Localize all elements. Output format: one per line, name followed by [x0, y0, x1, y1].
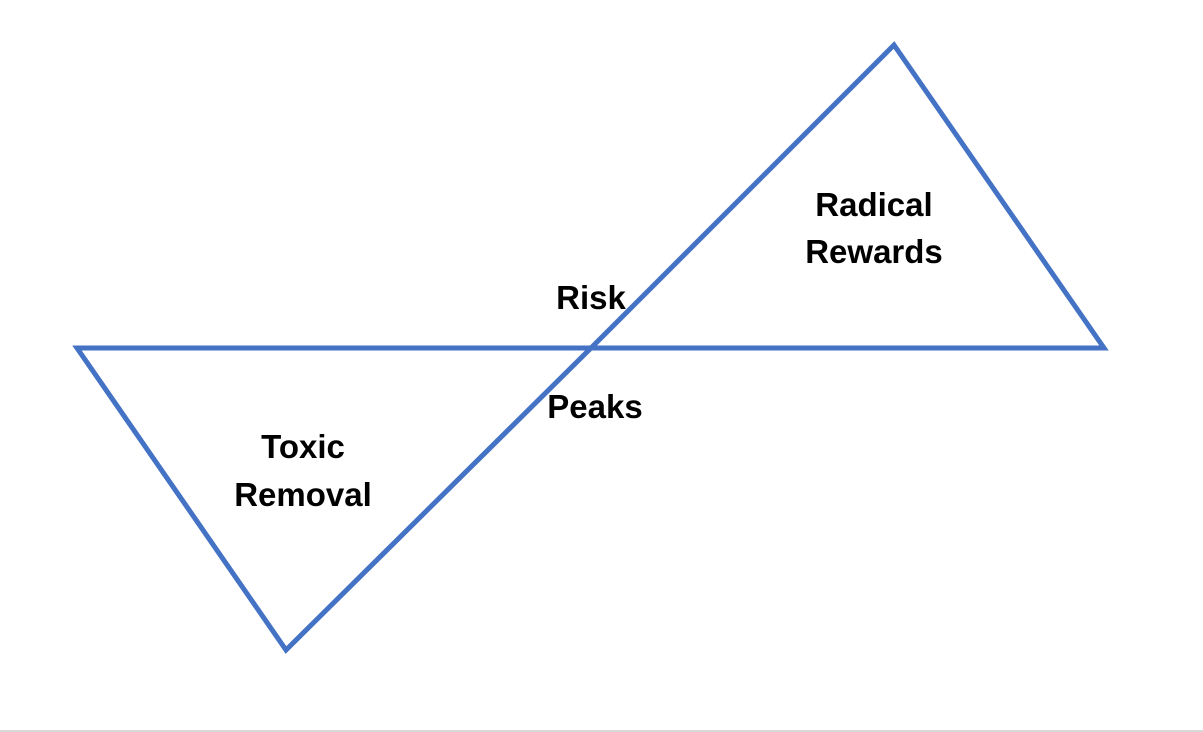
center-top-label: Risk — [556, 279, 626, 316]
lower-triangle — [72, 345, 598, 654]
bottom-border — [0, 730, 1203, 732]
upper-triangle-label-line2: Rewards — [805, 233, 943, 270]
upper-triangle-label-line1: Radical — [815, 186, 932, 223]
center-bottom-label: Peaks — [547, 388, 642, 425]
lower-triangle-label-line1: Toxic — [261, 428, 345, 465]
lower-triangle-label-line2: Removal — [234, 476, 372, 513]
upper-triangle — [584, 41, 1109, 351]
